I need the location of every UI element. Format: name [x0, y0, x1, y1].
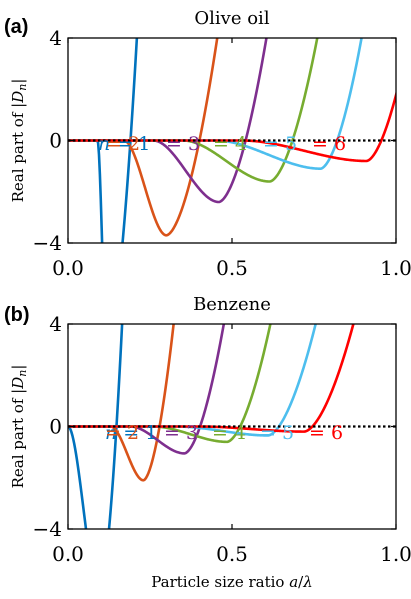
series-labels: n = 1= 2 = 3 = 4 = 5 = 6	[105, 422, 343, 444]
panel-label: (a)	[4, 16, 28, 38]
y-tick-label: 0	[49, 129, 62, 153]
y-axis-label: Real part of |Dn|	[9, 79, 29, 203]
series-label-n2: = 2	[106, 133, 140, 155]
series-label-n5: = 5	[260, 422, 294, 444]
panel-b: 0.0 0.5 1.0 4 0 −4 Benzene (b) Real part of |Dn|…	[4, 294, 411, 566]
x-tick-label: 0.0	[52, 256, 84, 280]
x-tick-label: 1.0	[380, 542, 411, 566]
series-label-n2: = 2	[105, 422, 139, 444]
series-label-n4: = 4	[212, 422, 246, 444]
x-tick-label: 0.5	[216, 256, 248, 280]
y-tick-label: −4	[33, 231, 62, 255]
curves	[68, 324, 355, 529]
series-label-n3: = 3	[166, 133, 200, 155]
series-line-n6	[68, 324, 355, 433]
panel-a: 0.0 0.5 1.0 4 0 −4 Olive oil (a) Real part of |D…	[4, 8, 411, 280]
series-line-n2	[68, 324, 175, 482]
y-tick-label: 4	[49, 26, 62, 50]
series-label-n5: = 5	[263, 133, 297, 155]
panel-title: Benzene	[193, 294, 271, 315]
series-line-n2	[68, 38, 219, 237]
series-label-n1: n = 1	[98, 133, 150, 155]
y-tick-label: 4	[49, 312, 62, 336]
y-tick-label: 0	[49, 415, 62, 439]
panel-label: (b)	[4, 304, 30, 326]
x-axis-label: Particle size ratio a/λ	[151, 573, 313, 591]
panel-title: Olive oil	[194, 8, 269, 29]
series-line-n1	[68, 38, 139, 243]
series-label-n3: = 3	[164, 422, 198, 444]
series-label-n6: = 6	[309, 422, 343, 444]
y-axis-label: Real part of |Dn|	[9, 365, 29, 489]
series-label-n4: = 4	[213, 133, 247, 155]
y-tick-label: −4	[33, 517, 62, 541]
series-line-n3	[68, 38, 268, 204]
series-label-n1: n = 1	[105, 422, 157, 444]
x-tick-label: 0.5	[216, 542, 248, 566]
series-labels: n = 1= 2 = 3 = 4 = 5 = 6	[98, 133, 346, 155]
x-tick-label: 0.0	[52, 542, 84, 566]
x-tick-label: 1.0	[380, 256, 411, 280]
series-label-n6: = 6	[312, 133, 346, 155]
